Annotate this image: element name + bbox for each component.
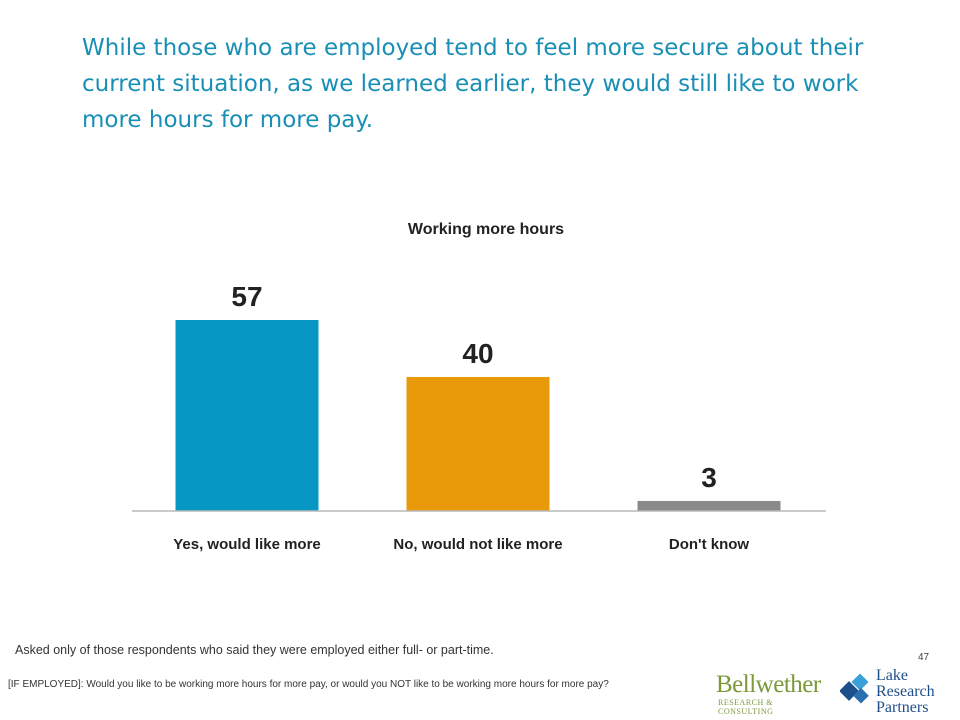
bellwether-logo-sub: RESEARCH & CONSULTING (718, 698, 774, 716)
bars-group: 57 Yes, would like more 40 No, would not li… (173, 281, 781, 553)
data-label-0: 57 (231, 281, 262, 312)
category-label-2: Don't know (669, 536, 750, 553)
chart-title: Working more hours (408, 221, 564, 238)
bar-2 (637, 500, 781, 511)
data-label-2: 3 (701, 462, 717, 493)
lake-research-logo-line2: Research (876, 683, 935, 700)
bar-chart: Working more hours 57 Yes, would like mor… (132, 221, 826, 553)
category-label-0: Yes, would like more (173, 536, 321, 553)
page-headline: While those who are employed tend to fee… (82, 35, 864, 133)
footnote: Asked only of those respondents who said… (15, 643, 494, 657)
bar-0 (175, 320, 319, 511)
lake-research-logo: Lake Research Partners (840, 664, 958, 720)
bellwether-logo-name: Bellwether (716, 671, 821, 698)
page-number: 47 (918, 652, 930, 663)
data-label-1: 40 (462, 338, 493, 369)
question-text: [IF EMPLOYED]: Would you like to be work… (8, 679, 609, 690)
lake-research-logo-line1: Lake (876, 667, 908, 684)
puzzle-icon (840, 673, 869, 704)
lake-research-logo-line3: Partners (876, 699, 929, 716)
category-label-1: No, would not like more (393, 536, 562, 553)
bar-1 (406, 376, 550, 511)
bellwether-logo: Bellwether RESEARCH & CONSULTING (716, 671, 826, 717)
